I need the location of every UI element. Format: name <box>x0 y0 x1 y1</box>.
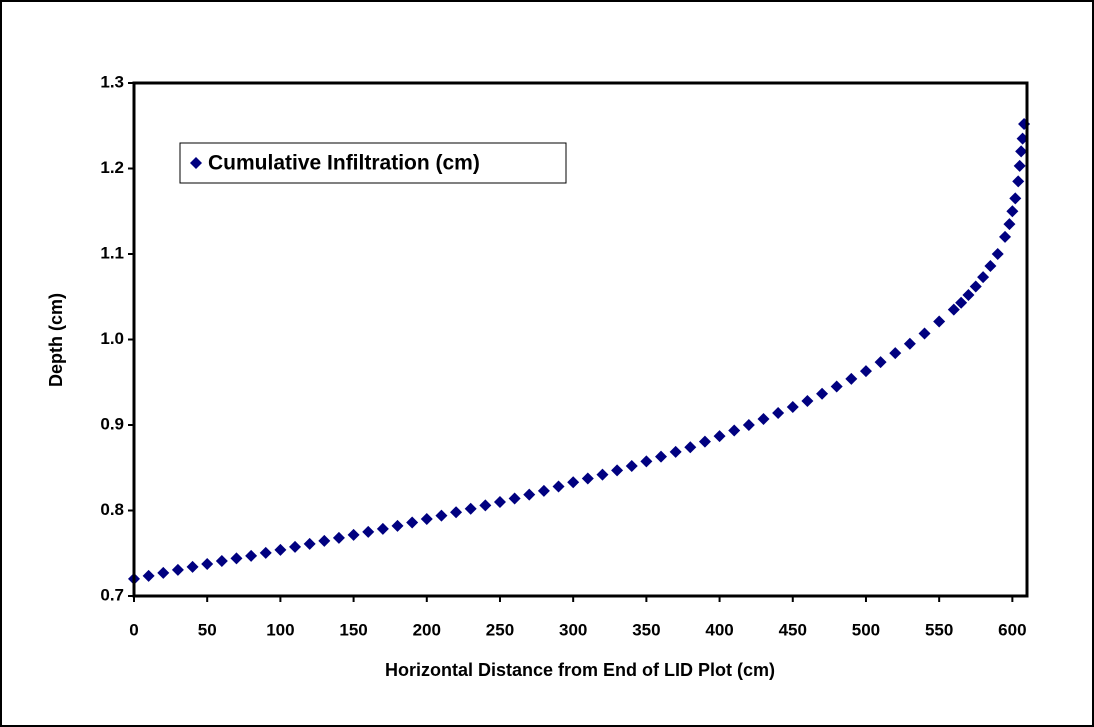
data-point <box>757 413 770 426</box>
data-point <box>435 509 448 522</box>
data-point <box>874 356 887 369</box>
data-point <box>245 549 258 562</box>
data-point <box>742 419 755 431</box>
data-point <box>889 347 902 360</box>
data-point <box>991 248 1004 260</box>
x-tick-label: 250 <box>486 620 514 639</box>
data-point <box>903 337 916 350</box>
data-point <box>274 543 287 556</box>
data-point <box>772 407 785 420</box>
data-point <box>347 528 360 541</box>
data-point <box>728 424 741 437</box>
data-point <box>655 450 668 463</box>
data-point <box>830 380 843 393</box>
x-tick-label: 300 <box>559 620 587 639</box>
data-point <box>955 296 968 309</box>
data-point <box>450 506 463 519</box>
x-tick-label: 50 <box>198 620 217 639</box>
y-tick-label: 1.0 <box>100 329 124 348</box>
plot-frame <box>132 81 1029 598</box>
x-tick-label: 200 <box>413 620 441 639</box>
data-point <box>464 502 477 515</box>
data-point <box>508 492 521 505</box>
x-tick-label: 600 <box>998 620 1026 639</box>
data-point <box>816 387 829 400</box>
data-point <box>786 401 799 414</box>
data-point <box>581 472 594 485</box>
data-point <box>1015 145 1028 158</box>
y-tick-label: 0.7 <box>100 585 124 604</box>
data-point <box>625 460 638 473</box>
data-point <box>523 488 536 501</box>
x-tick-label: 400 <box>705 620 733 639</box>
y-tick-label: 1.1 <box>100 243 124 262</box>
data-point <box>969 280 982 293</box>
x-tick-label: 550 <box>925 620 953 639</box>
data-point <box>713 430 726 443</box>
data-point <box>669 445 682 458</box>
y-tick-label: 1.2 <box>100 158 124 177</box>
data-point <box>918 327 931 340</box>
data-point <box>567 476 580 489</box>
data-point <box>186 560 199 573</box>
legend-box <box>179 142 567 184</box>
data-point <box>201 557 214 570</box>
data-point <box>479 499 492 512</box>
data-point <box>1012 175 1025 188</box>
data-point <box>493 495 506 508</box>
data-point <box>984 259 997 272</box>
data-point <box>406 516 419 529</box>
data-point <box>611 464 624 477</box>
data-point <box>999 230 1012 243</box>
x-axis-label: Horizontal Distance from End of LID Plot… <box>385 660 775 680</box>
data-point <box>1013 159 1026 172</box>
x-tick-label: 450 <box>779 620 807 639</box>
data-point <box>962 289 975 302</box>
data-point <box>596 468 609 481</box>
data-point <box>977 271 990 284</box>
data-point <box>391 519 404 532</box>
data-point <box>230 552 243 565</box>
legend-label: Cumulative Infiltration (cm) <box>208 152 480 175</box>
data-point <box>303 537 316 550</box>
legend-marker <box>190 157 202 169</box>
y-tick-label: 0.8 <box>100 500 124 519</box>
y-tick-label: 1.3 <box>100 72 124 91</box>
data-point <box>142 569 155 582</box>
data-point <box>157 566 170 579</box>
data-point <box>537 484 550 497</box>
data-point <box>801 395 814 408</box>
x-tick-label: 100 <box>266 620 294 639</box>
y-tick-label: 0.9 <box>100 414 124 433</box>
data-point <box>420 513 433 526</box>
data-point <box>289 540 302 553</box>
data-point <box>1009 192 1022 205</box>
data-point <box>684 441 697 454</box>
data-point <box>332 531 345 544</box>
data-point <box>1006 205 1019 218</box>
data-point <box>1003 218 1016 231</box>
data-point <box>552 480 565 493</box>
x-tick-label: 0 <box>129 620 138 639</box>
x-tick-label: 350 <box>632 620 660 639</box>
x-tick-label: 150 <box>339 620 367 639</box>
data-point <box>947 303 960 316</box>
data-point <box>215 554 228 567</box>
data-point <box>933 315 946 328</box>
data-point <box>362 525 375 538</box>
data-point <box>171 563 184 576</box>
data-point <box>640 455 653 468</box>
y-axis-label: Depth (cm) <box>46 293 66 387</box>
data-point <box>859 365 872 378</box>
data-point <box>259 546 272 559</box>
data-point <box>318 534 331 547</box>
data-point <box>376 522 389 535</box>
data-point <box>845 372 858 385</box>
data-point <box>698 435 711 448</box>
x-tick-label: 500 <box>852 620 880 639</box>
